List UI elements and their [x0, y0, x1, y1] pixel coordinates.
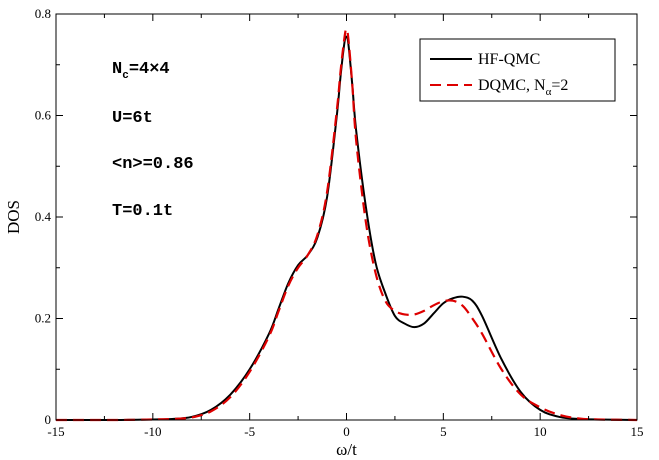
parameter-annotation: <n>=0.86 [112, 155, 194, 174]
x-tick-label: 10 [534, 424, 547, 439]
plot-series [55, 28, 638, 422]
parameter-annotation: Nc=4×4 [112, 60, 170, 82]
legend-label: DQMC, Nα=2 [478, 77, 568, 98]
y-tick-label: 0.2 [35, 311, 51, 326]
legend-box [419, 38, 616, 102]
x-axis-title: ω/t [336, 440, 357, 459]
x-tick-label: 15 [631, 424, 644, 439]
legend: HF-QMC DQMC, Nα=2 [419, 38, 616, 102]
y-tick-label: 0.4 [35, 209, 52, 224]
legend-label: HF-QMC [478, 51, 540, 68]
parameter-annotation: T=0.1t [112, 202, 173, 221]
y-tick-label: 0 [45, 412, 52, 427]
y-tick-label: 0.8 [35, 6, 51, 21]
x-tick-label: 0 [343, 424, 350, 439]
series-line-dqmc [55, 28, 638, 422]
annotation-block: Nc=4×4 U=6t <n>=0.86 T=0.1t [112, 60, 194, 221]
x-tick-label: -10 [144, 424, 161, 439]
axis-ticks: -15 -10 -5 0 5 10 15 0 0.2 0.4 0.6 0.8 [35, 6, 644, 439]
x-tick-label: 5 [440, 424, 447, 439]
x-tick-label: -5 [244, 424, 255, 439]
y-axis-title: DOS [4, 200, 23, 234]
parameter-annotation: U=6t [112, 109, 153, 128]
y-tick-label: 0.6 [35, 108, 52, 123]
x-tick-label: -15 [47, 424, 64, 439]
